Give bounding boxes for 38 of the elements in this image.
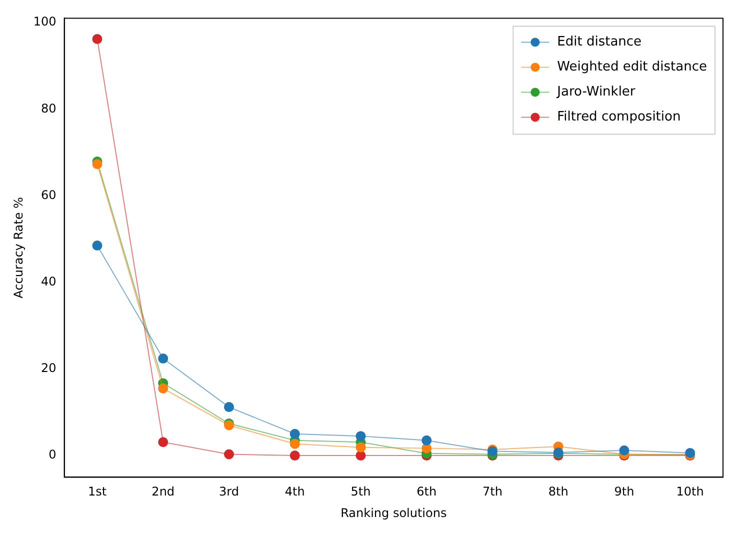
x-tick-label: 5th — [350, 484, 371, 499]
y-tick-label: 20 — [41, 361, 56, 376]
y-axis-title: Accuracy Rate % — [11, 197, 26, 298]
x-tick-label: 2nd — [152, 484, 175, 499]
point — [356, 450, 366, 461]
point — [224, 449, 234, 460]
x-axis-title: Ranking solutions — [340, 506, 447, 520]
y-tick-label: 0 — [48, 448, 56, 462]
legend-label: Filtred composition — [557, 110, 681, 125]
point — [92, 240, 102, 251]
legend-label: Weighted edit distance — [557, 60, 708, 75]
point — [290, 428, 300, 439]
legend-label: Edit distance — [557, 34, 642, 50]
point — [356, 431, 366, 442]
point — [290, 438, 300, 449]
y-tick-label: 60 — [41, 188, 56, 202]
x-tick-label: 1st — [88, 484, 107, 499]
y-tick-label: 40 — [41, 274, 56, 288]
point — [422, 435, 432, 446]
point — [224, 402, 234, 412]
point — [158, 383, 168, 394]
legend-label: Jaro-Winkler — [556, 84, 636, 100]
x-tick-label: 9th — [614, 484, 634, 499]
y-tick-label: 80 — [41, 101, 56, 116]
point — [619, 445, 630, 456]
x-tick-label: 6th — [416, 484, 437, 499]
point — [92, 34, 102, 44]
point — [158, 354, 168, 364]
point — [92, 159, 102, 170]
x-tick-label: 7th — [482, 484, 502, 499]
point — [290, 450, 300, 461]
point — [356, 442, 366, 452]
point — [158, 437, 168, 448]
x-tick-label: 3rd — [218, 484, 239, 499]
y-tick-label: 100 — [33, 14, 56, 29]
x-tick-label: 8th — [548, 484, 568, 499]
x-tick-label: 10th — [676, 484, 704, 499]
x-tick-label: 4th — [284, 484, 305, 499]
